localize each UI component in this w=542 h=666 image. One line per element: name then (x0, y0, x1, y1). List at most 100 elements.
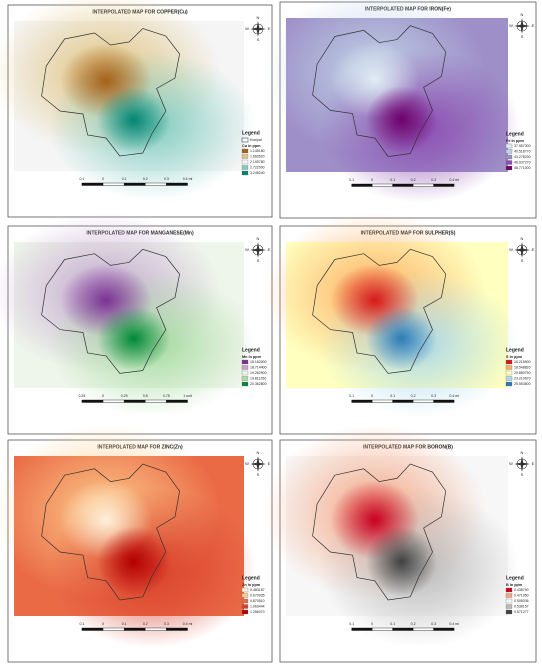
scale-label: 0.4 mi (449, 394, 459, 398)
legend-label: 3.248240 (250, 171, 265, 175)
scale-label: 0.5 (143, 394, 148, 398)
legend-label: 0.870510 (250, 599, 265, 603)
legend-label: 1.145180 (250, 149, 265, 153)
compass-label: S (257, 37, 260, 42)
legend-swatch (242, 588, 248, 592)
compass-label: N (521, 236, 524, 241)
legend-label: 16.215900 (514, 360, 531, 364)
legend-label: 19.811250 (250, 376, 266, 380)
legend-label: 46.037270 (514, 160, 531, 164)
legend-unit: S in ppm (506, 355, 523, 359)
surface-blob (97, 87, 171, 153)
compass-label: E (268, 26, 271, 31)
map-panel: INTERPOLATED MAP FOR SULPHER(S)NSEWLegen… (264, 213, 536, 434)
scale-segment (145, 183, 166, 186)
compass-label: S (257, 472, 260, 477)
scale-label: 0.3 (164, 622, 169, 626)
scale-label: 0.25 (79, 394, 86, 398)
scale-label: 0.1 (390, 178, 395, 182)
scale-label: 0 (102, 177, 104, 181)
legend-swatch (242, 171, 248, 175)
scale-label: 0.3 (431, 622, 436, 626)
legend-label: 37.957300 (514, 144, 531, 148)
surface-blob (97, 306, 171, 370)
scale-segment (103, 183, 124, 186)
map-panel: INTERPOLATED MAP FOR ZINC(Zn)NSEWLegendZ… (0, 424, 272, 662)
legend-swatch (242, 382, 248, 386)
legend-swatch (506, 371, 512, 375)
legend-swatch (242, 166, 248, 170)
scale-label: 0.3 (431, 178, 436, 182)
legend-label: 0.538157 (514, 604, 529, 608)
compass-label: E (532, 247, 535, 252)
scale-segment (352, 184, 372, 187)
legend-swatch (506, 382, 512, 386)
legend-unit: Fe in ppm (506, 139, 525, 143)
compass-label: W (509, 247, 513, 252)
legend-unit: Mn in ppm (242, 355, 262, 359)
legend-swatch (242, 605, 248, 609)
scale-segment (393, 400, 413, 403)
legend-swatch (506, 166, 512, 170)
legend-swatch (242, 377, 248, 381)
legend-swatch (506, 161, 512, 165)
legend-title: Legend (242, 130, 260, 136)
scale-label: 0.1 (390, 622, 395, 626)
scale-label: 0.1 (390, 394, 395, 398)
legend-swatch (506, 588, 512, 592)
compass-label: W (509, 23, 513, 28)
legend-swatch (242, 149, 248, 153)
scale-segment (82, 400, 103, 403)
scale-label: 0 (371, 622, 373, 626)
scale-label: 0.4 mi (183, 177, 193, 181)
legend-unit: B in ppm (506, 583, 523, 587)
legend-swatch (506, 594, 512, 598)
compass-label: S (257, 258, 260, 263)
scale-segment (434, 184, 454, 187)
legend-label: 0.438790 (514, 588, 529, 592)
legend-label: 43.278230 (514, 155, 531, 159)
compass-label: E (268, 461, 271, 466)
scale-segment (82, 183, 103, 186)
scale-segment (393, 184, 413, 187)
surface-blob (366, 526, 437, 596)
scale-segment (124, 628, 145, 631)
legend-label: 1.063444 (250, 604, 265, 608)
legend-swatch (506, 144, 512, 148)
legend-title: Legend (242, 575, 260, 581)
legend-swatch (242, 610, 248, 614)
scale-label: 0.25 (121, 394, 128, 398)
scale-label: 0.2 (143, 622, 148, 626)
scale-label: 0.1 (349, 622, 354, 626)
scale-segment (352, 400, 372, 403)
scale-label: 0.1 (349, 394, 354, 398)
scale-segment (434, 628, 454, 631)
scale-label: 0 (371, 178, 373, 182)
scale-segment (372, 184, 392, 187)
legend-label: 2.195780 (250, 160, 265, 164)
scale-segment (103, 400, 124, 403)
legend-label: 18.714400 (250, 365, 267, 369)
scale-label: 1 unit (183, 394, 192, 398)
scale-label: 0.4 mi (449, 622, 459, 626)
legend-swatch (506, 366, 512, 370)
scale-label: 0.2 (411, 622, 416, 626)
scale-label: 0.1 (122, 622, 127, 626)
compass-label: W (245, 247, 249, 252)
legend-swatch (242, 599, 248, 603)
scale-label: 0.2 (411, 178, 416, 182)
scale-label: 0.75 (163, 394, 170, 398)
scale-segment (82, 628, 103, 631)
scale-segment (372, 628, 392, 631)
compass-label: N (257, 236, 260, 241)
legend-swatch (242, 160, 248, 164)
scale-segment (124, 400, 145, 403)
legend-title: Legend (506, 347, 524, 353)
compass-label: S (521, 34, 524, 39)
scale-segment (372, 400, 392, 403)
scale-label: 0.1 (79, 622, 84, 626)
legend-label: 0.670935 (250, 593, 265, 597)
legend-swatch (506, 377, 512, 381)
legend-label: 18.548820 (514, 365, 531, 369)
scale-label: 0.3 (431, 394, 436, 398)
